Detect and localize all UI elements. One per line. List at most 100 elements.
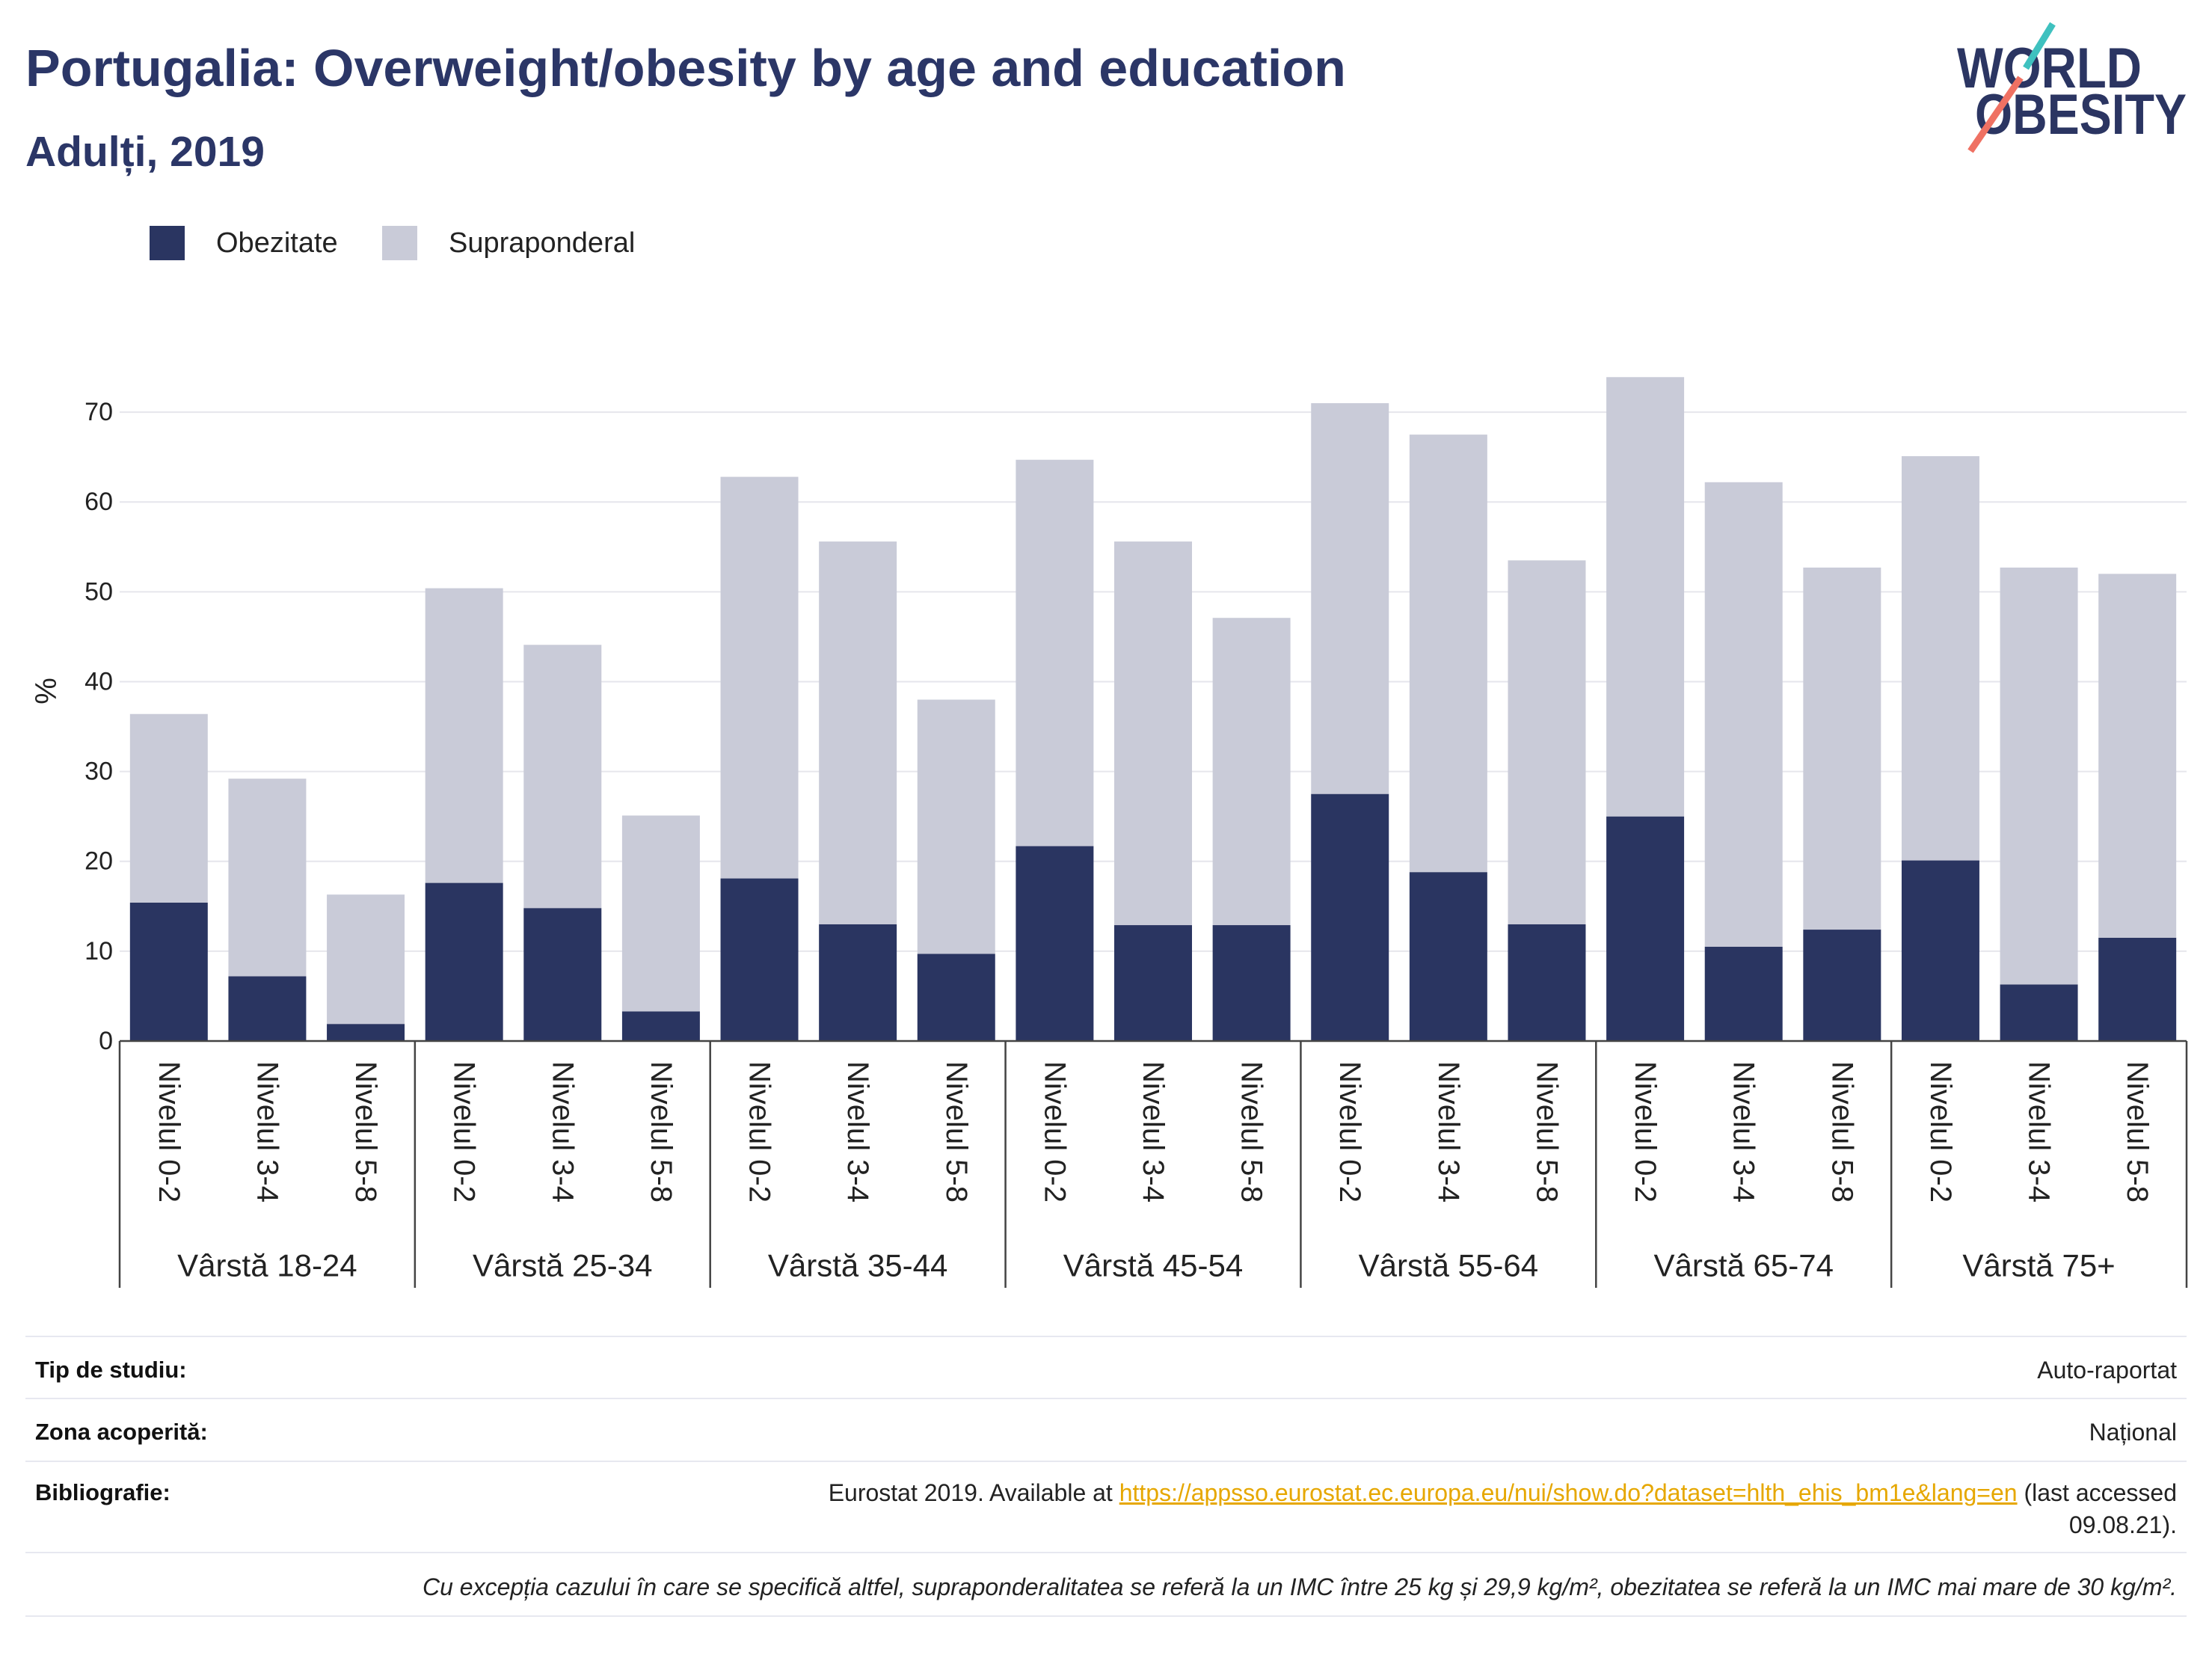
bar-obezitate <box>228 976 307 1041</box>
bar-obezitate <box>1016 846 1094 1041</box>
bar-supraponderal <box>1606 377 1685 817</box>
bar-obezitate <box>129 903 208 1041</box>
bibliography-label: Bibliografie: <box>35 1479 170 1505</box>
x-category-label: Nivelul 3-4 <box>1432 1061 1465 1203</box>
x-category-label: Nivelul 5-8 <box>645 1061 678 1203</box>
y-tick-label: 50 <box>85 577 113 606</box>
bar-supraponderal <box>1901 455 1979 861</box>
x-category-label: Nivelul 0-2 <box>153 1061 185 1203</box>
bar-supraponderal <box>129 713 208 903</box>
legend-item-supraponderal[interactable]: Supraponderal <box>382 224 635 262</box>
x-category-label: Nivelul 5-8 <box>1235 1061 1268 1203</box>
bar-supraponderal <box>523 645 602 909</box>
x-category-label: Nivelul 5-8 <box>2121 1061 2154 1203</box>
bar-obezitate <box>523 908 602 1041</box>
table-divider <box>25 1336 2187 1337</box>
x-category-label: Nivelul 0-2 <box>743 1061 776 1203</box>
logo-slash-coral <box>1967 76 2024 153</box>
y-axis-title: % <box>30 678 63 704</box>
x-category-label: Nivelul 5-8 <box>1530 1061 1563 1203</box>
bar-supraponderal <box>1508 560 1586 924</box>
bar-supraponderal <box>2000 567 2078 985</box>
bar-supraponderal <box>327 894 405 1025</box>
table-divider <box>25 1398 2187 1399</box>
logo-text-line1: WORLD <box>1957 37 2142 100</box>
x-category-label: Nivelul 3-4 <box>841 1061 874 1203</box>
bar-supraponderal <box>1409 435 1487 873</box>
definition-note: Cu excepția cazului în care se specifică… <box>422 1573 2177 1600</box>
legend-item-obezitate[interactable]: Obezitate <box>150 224 338 262</box>
bar-obezitate <box>621 1011 700 1041</box>
bar-supraponderal <box>425 588 503 883</box>
bar-obezitate <box>425 882 503 1041</box>
page-title: Portugalia: Overweight/obesity by age an… <box>25 39 1346 97</box>
table-divider <box>25 1552 2187 1553</box>
x-category-label: Nivelul 0-2 <box>1924 1061 1957 1203</box>
y-tick-label: 10 <box>85 937 113 965</box>
y-tick-label: 40 <box>85 667 113 696</box>
x-category-label: Nivelul 0-2 <box>448 1061 481 1203</box>
bar-supraponderal <box>1212 618 1291 926</box>
bar-obezitate <box>1409 872 1487 1041</box>
x-group-label: Vârstă 25-34 <box>473 1248 652 1283</box>
bar-supraponderal <box>228 779 307 977</box>
bar-obezitate <box>1311 793 1389 1041</box>
bibliography-prefix: Eurostat 2019. Available at <box>828 1479 1113 1506</box>
bar-supraponderal <box>1016 459 1094 847</box>
bibliography-suffix-line1: (last accessed <box>2024 1479 2177 1506</box>
legend-label-supraponderal: Supraponderal <box>449 227 636 259</box>
coverage-label: Zona acoperită: <box>35 1419 208 1445</box>
bar-obezitate <box>1901 860 1979 1041</box>
x-group-label: Vârstă 35-44 <box>768 1248 947 1283</box>
x-group-label: Vârstă 45-54 <box>1063 1248 1243 1283</box>
bar-obezitate <box>1212 925 1291 1041</box>
x-category-label: Nivelul 3-4 <box>251 1061 283 1203</box>
x-group-label: Vârstă 75+ <box>1962 1248 2115 1283</box>
x-group-label: Vârstă 65-74 <box>1653 1248 1833 1283</box>
x-group-label: Vârstă 55-64 <box>1359 1248 1538 1283</box>
bar-supraponderal <box>2098 574 2177 938</box>
x-category-label: Nivelul 3-4 <box>1137 1061 1170 1203</box>
x-category-label: Nivelul 0-2 <box>1629 1061 1662 1203</box>
bar-supraponderal <box>621 815 700 1012</box>
y-tick-label: 30 <box>85 758 113 786</box>
x-category-label: Nivelul 0-2 <box>1038 1061 1071 1203</box>
study-type-label: Tip de studiu: <box>35 1357 187 1383</box>
x-category-label: Nivelul 5-8 <box>1825 1061 1858 1203</box>
bar-obezitate <box>327 1024 405 1041</box>
stacked-bar-chart: % 0 10 20 30 40 50 60 70 Nivelul 0-2 Nivelul 3-4 N… <box>30 377 2188 1288</box>
bar-obezitate <box>1704 946 1783 1041</box>
bar-obezitate <box>1606 816 1685 1041</box>
table-divider <box>25 1461 2187 1462</box>
bars <box>129 377 2177 1041</box>
bar-supraponderal <box>1803 567 1881 930</box>
legend-label-obezitate: Obezitate <box>216 227 338 259</box>
bibliography-link[interactable]: https://appsso.eurostat.ec.europa.eu/nui… <box>1119 1479 2018 1506</box>
legend-swatch-obezitate <box>150 226 185 260</box>
study-type-value: Auto-raportat <box>2037 1357 2177 1384</box>
bar-obezitate <box>917 954 995 1041</box>
bar-supraponderal <box>1311 403 1389 794</box>
bibliography-value: Eurostat 2019. Available at https://apps… <box>829 1477 2177 1541</box>
x-category-label: Nivelul 3-4 <box>2023 1061 2056 1203</box>
bibliography-suffix-line2: 09.08.21). <box>2068 1511 2177 1538</box>
bar-supraponderal <box>1114 541 1192 926</box>
world-obesity-logo: WORLD OBESITY <box>1957 22 2187 153</box>
y-tick-label: 20 <box>85 847 113 876</box>
x-group-label: Vârstă 18-24 <box>177 1248 357 1283</box>
bar-obezitate <box>2098 937 2177 1041</box>
bar-supraponderal <box>1704 482 1783 947</box>
bar-obezitate <box>2000 984 2078 1041</box>
x-category-label: Nivelul 3-4 <box>1727 1061 1760 1203</box>
axes: 0 10 20 30 40 50 60 70 Nivelul 0-2 Nivelul 3-4 Niv… <box>85 398 2188 1288</box>
legend-swatch-supraponderal <box>382 226 417 260</box>
page-subtitle: Adulți, 2019 <box>25 128 265 176</box>
y-tick-label: 0 <box>99 1027 113 1055</box>
coverage-value: Național <box>2089 1419 2177 1446</box>
bar-obezitate <box>819 924 897 1041</box>
bar-obezitate <box>1803 930 1881 1041</box>
y-tick-label: 60 <box>85 488 113 516</box>
bar-supraponderal <box>720 476 799 879</box>
x-category-label: Nivelul 3-4 <box>546 1061 579 1203</box>
